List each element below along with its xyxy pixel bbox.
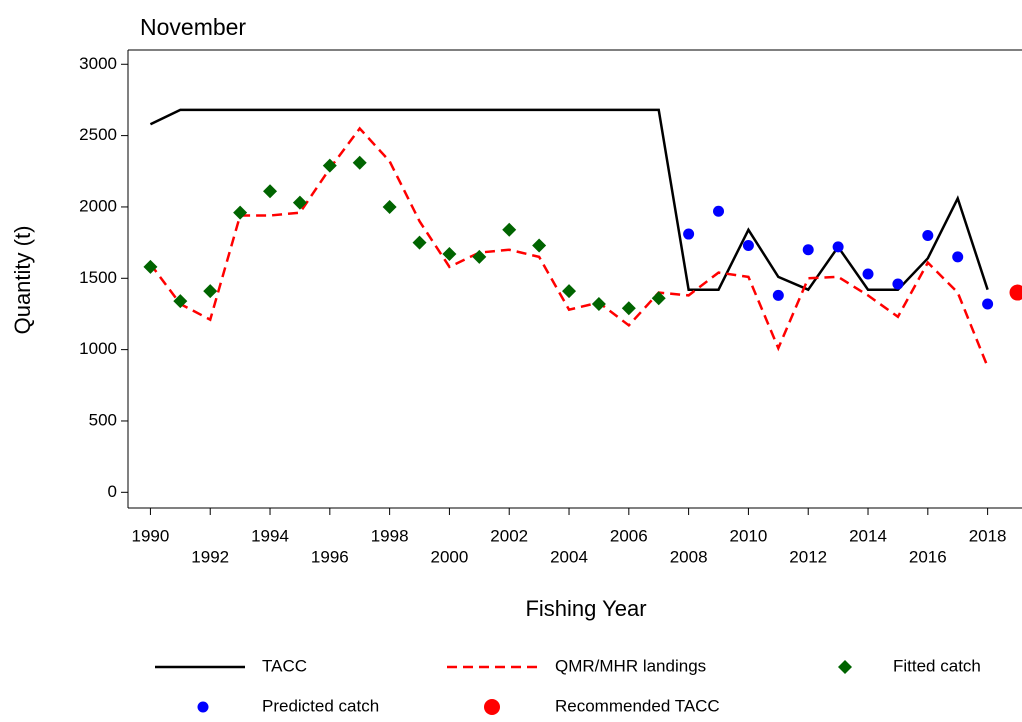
legend-label: TACC [262, 656, 307, 675]
x-tick-label: 2018 [969, 526, 1007, 545]
dot-marker [713, 205, 725, 217]
y-tick-label: 2000 [79, 196, 117, 215]
x-tick-label: 2008 [670, 547, 708, 566]
diamond-marker [412, 235, 427, 250]
diamond-marker [532, 238, 547, 253]
diamond-marker [562, 284, 577, 299]
big-dot-marker [484, 699, 500, 715]
x-tick-label: 1990 [132, 526, 170, 545]
diamond-marker [382, 199, 397, 214]
y-axis-label: Quantity (t) [10, 226, 35, 335]
dot-marker [862, 268, 874, 280]
diamond-marker [621, 301, 636, 316]
y-tick-label: 1000 [79, 339, 117, 358]
diamond-marker [651, 291, 666, 306]
diamond-marker [292, 195, 307, 210]
diamond-marker [322, 158, 337, 173]
y-tick-label: 3000 [79, 54, 117, 73]
series-line [149, 126, 989, 368]
diamond-marker [352, 155, 367, 170]
chart-title: November [140, 14, 246, 40]
legend-label: Recommended TACC [555, 696, 720, 715]
x-tick-label: 1998 [371, 526, 409, 545]
dot-marker [683, 228, 695, 240]
legend-label: Fitted catch [893, 656, 981, 675]
diamond-marker [502, 222, 517, 237]
x-tick-label: 2006 [610, 526, 648, 545]
legend-label: QMR/MHR landings [555, 656, 706, 675]
x-tick-label: 2016 [909, 547, 947, 566]
diamond-marker [472, 249, 487, 264]
diamond-marker [173, 294, 188, 309]
y-tick-label: 500 [89, 410, 117, 429]
diamond-marker [442, 247, 457, 262]
x-tick-label: 2000 [431, 547, 469, 566]
dot-marker [952, 251, 964, 263]
x-tick-label: 2010 [730, 526, 768, 545]
y-tick-label: 1500 [79, 268, 117, 287]
dot-marker [802, 244, 814, 256]
x-tick-label: 1992 [191, 547, 229, 566]
x-tick-label: 2012 [789, 547, 827, 566]
diamond-marker [233, 205, 248, 220]
dot-marker [742, 239, 754, 251]
dot-marker [892, 278, 904, 290]
x-axis-label: Fishing Year [525, 596, 646, 621]
diamond-marker [143, 259, 158, 274]
big-dot-marker [1009, 284, 1022, 301]
x-tick-label: 1994 [251, 526, 289, 545]
x-tick-label: 2004 [550, 547, 588, 566]
dot-marker [197, 701, 209, 713]
x-tick-label: 1996 [311, 547, 349, 566]
y-tick-label: 2500 [79, 125, 117, 144]
x-tick-label: 2002 [490, 526, 528, 545]
dot-marker [772, 289, 784, 301]
dot-marker [922, 229, 934, 241]
legend-label: Predicted catch [262, 696, 379, 715]
diamond-marker [838, 660, 852, 674]
dot-marker [982, 298, 994, 310]
x-tick-label: 2014 [849, 526, 887, 545]
dot-marker [832, 241, 844, 253]
diamond-marker [591, 296, 606, 311]
diamond-marker [263, 184, 278, 199]
y-tick-label: 0 [108, 482, 117, 501]
diamond-marker [203, 284, 218, 299]
series-line [149, 108, 989, 292]
